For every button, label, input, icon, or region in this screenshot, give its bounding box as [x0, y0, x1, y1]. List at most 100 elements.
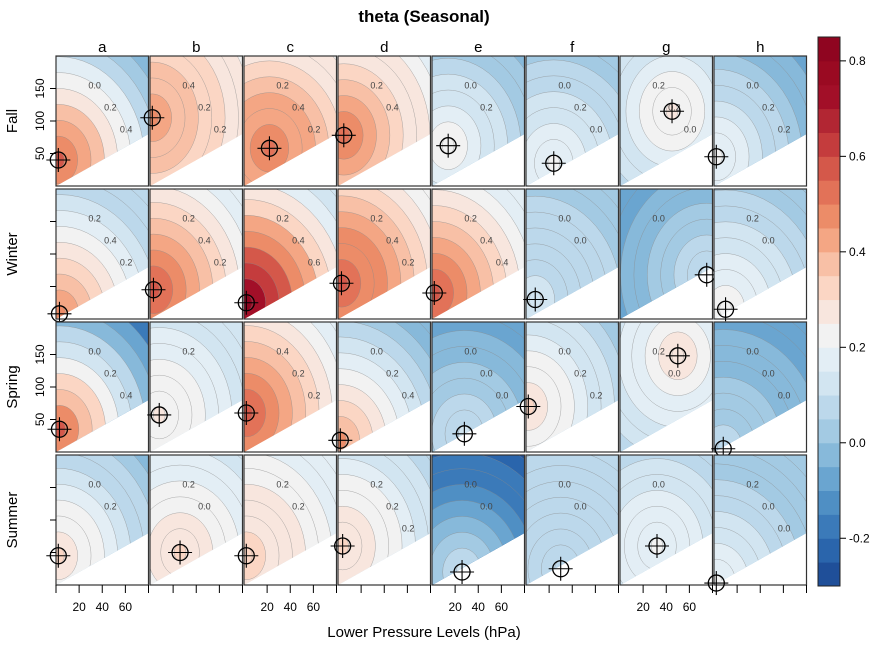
colorbar-tick-label: 0.0	[849, 436, 866, 450]
contour-label: 0.4	[182, 81, 195, 91]
crosshair-marker	[645, 534, 669, 558]
contour-label: 0.0	[794, 147, 807, 157]
panel-border	[619, 321, 714, 453]
crosshair-marker	[422, 281, 447, 305]
colorbar-swatch	[818, 299, 840, 324]
x-axis-label: Lower Pressure Levels (hPa)	[327, 624, 520, 641]
contour-label: 0.4	[104, 236, 117, 246]
chart-title: theta (Seasonal)	[358, 7, 489, 26]
contour-label: 0.2	[88, 214, 101, 224]
crosshair-marker	[704, 144, 729, 169]
contour-label: 0.0	[762, 236, 775, 246]
panel-border	[713, 55, 808, 187]
colorbar-swatch	[818, 347, 840, 372]
contour-label: 0.2	[182, 214, 195, 224]
contour-label: 0.2	[606, 413, 619, 423]
y-tick-label: 100	[33, 377, 47, 397]
colorbar-swatch	[818, 442, 840, 468]
colorbar-swatch	[818, 60, 840, 86]
colorbar-tick-label: -0.2	[849, 531, 870, 545]
panel-summer-e: 0.0 0.0	[431, 454, 526, 586]
panel-border	[431, 55, 526, 187]
colorbar-swatch	[818, 37, 840, 62]
panel-spring-g: 0.2 0.0	[619, 321, 714, 453]
contour-label: 0.2	[668, 103, 681, 113]
crosshair-marker	[541, 151, 566, 176]
x-tick-label: 60	[119, 600, 133, 614]
panel-spring-e: 0.0 0.0 0.0	[431, 321, 526, 453]
row-labels: Fall Winter Spring Summer	[4, 109, 21, 548]
colorbar-swatch	[818, 466, 840, 492]
contour-label: 0.0	[558, 480, 571, 490]
colorbar-swatch	[818, 514, 840, 539]
contour-label: 0.4	[120, 125, 133, 135]
contour-label: 0.4	[276, 347, 289, 357]
crosshair-marker	[713, 297, 738, 322]
panel-border	[525, 321, 620, 453]
panel-border	[149, 55, 244, 187]
contour-label: 0.0	[652, 214, 665, 224]
crosshair-marker	[141, 277, 166, 302]
crosshair-marker	[704, 571, 729, 596]
contour-label: 0.2	[574, 103, 587, 113]
crosshair-marker	[548, 556, 573, 581]
y-tick-label: 150	[33, 78, 47, 98]
contour-label: 0.2	[402, 258, 415, 268]
contour-label: 0.0	[88, 81, 101, 91]
row-label-spring: Spring	[4, 365, 21, 408]
contour-label: 0.0	[762, 502, 775, 512]
colorbar-swatch	[818, 204, 840, 229]
panel-border	[337, 55, 432, 187]
panel-winter-b: 0.2 0.4 0.2 0.2	[141, 188, 244, 320]
panel-border	[525, 55, 620, 187]
x-tick-label: 40	[284, 600, 298, 614]
y-axis: 50 100 150 50 100 150	[33, 78, 56, 553]
contour-label: 0.0	[762, 369, 775, 379]
contour-label: 0.0	[370, 347, 383, 357]
contour-label: 0.2	[778, 125, 791, 135]
contour-label: 0.2	[762, 103, 775, 113]
panel-spring-f: 0.0 0.2 0.2 0.2	[516, 321, 620, 453]
row-label-fall: Fall	[4, 109, 21, 133]
contour-label: 0.6	[308, 258, 321, 268]
crosshair-marker	[516, 394, 541, 419]
contour-label: 0.0	[88, 480, 101, 490]
crosshair-marker	[140, 105, 165, 130]
panel-spring-b: 0.2	[147, 321, 244, 453]
contour-label: 0.2	[370, 480, 383, 490]
contour-label: 0.2	[104, 369, 117, 379]
colorbar-swatch	[818, 132, 840, 157]
x-tick-label: 40	[96, 600, 110, 614]
colorbar-swatch	[818, 538, 840, 563]
crosshair-marker	[47, 417, 72, 442]
panel-fall-h: 0.0 0.2 0.2 0.0	[704, 55, 808, 187]
panel-border	[243, 321, 338, 453]
contour-label: 0.2	[182, 347, 195, 357]
contour-label: 0.2	[652, 81, 665, 91]
column-strips: a b c d e f g h	[98, 39, 764, 56]
contour-label: 0.0	[652, 480, 665, 490]
crosshair-marker	[328, 428, 353, 453]
x-tick-label: 40	[660, 600, 674, 614]
colorbar-swatch	[818, 227, 840, 253]
crosshair-marker	[436, 133, 461, 158]
contour-label: 0.2	[386, 502, 399, 512]
contour-label: 0.2	[276, 214, 289, 224]
panel-border	[431, 321, 526, 453]
panel-border	[243, 55, 338, 187]
contour-label: 0.4	[386, 103, 399, 113]
contour-label: 0.0	[464, 480, 477, 490]
panel-border	[619, 188, 714, 320]
colorbar: -0.2 0.0 0.2 0.4 0.6 0.8	[817, 36, 870, 587]
contour-label: 0.2	[652, 347, 665, 357]
colorbar-tick-label: 0.6	[849, 149, 866, 163]
contour-label: 0.4	[120, 391, 133, 401]
crosshair-marker	[234, 290, 259, 315]
x-tick-label: 60	[495, 600, 509, 614]
contour-label: 0.2	[370, 214, 383, 224]
y-tick-label: 100	[33, 111, 47, 131]
contour-label: 0.0	[88, 347, 101, 357]
row-label-summer: Summer	[4, 492, 21, 549]
x-tick-label: 60	[683, 600, 697, 614]
contour-label: 0.2	[214, 258, 227, 268]
